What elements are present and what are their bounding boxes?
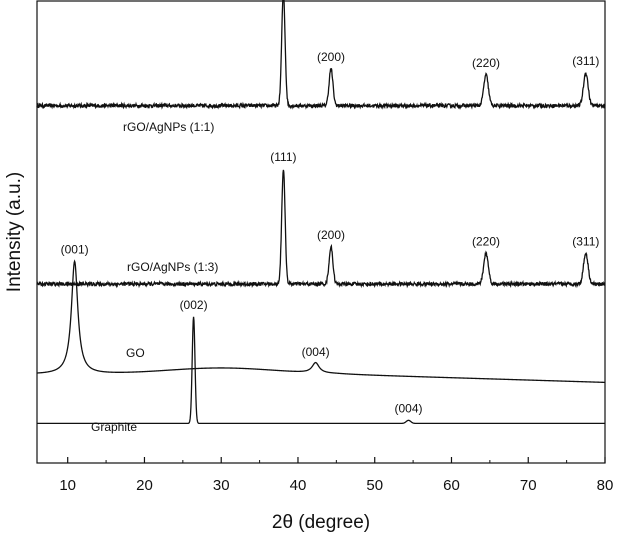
series-name-label: Graphite	[91, 420, 137, 434]
peak-labels: (111)(200)(220)(311)(111)(200)(220)(311)…	[61, 50, 600, 416]
x-tick-label: 80	[597, 477, 614, 494]
peak-label: (311)	[572, 54, 599, 68]
peak-label: (004)	[302, 345, 330, 359]
series-line	[36, 169, 606, 289]
x-tick-label: 30	[213, 477, 230, 494]
peak-label: (004)	[394, 401, 422, 415]
peak-label: (220)	[472, 56, 500, 70]
peak-label: (311)	[572, 234, 599, 248]
series-name-label: GO	[126, 346, 145, 360]
plot-frame	[36, 0, 606, 464]
x-tick-label: 40	[290, 477, 307, 494]
x-axis-title: 2θ (degree)	[272, 512, 370, 533]
peak-label: (111)	[270, 150, 296, 164]
series-labels: rGO/AgNPs (1:1) rGO/AgNPs (1:3) GO Graphite	[91, 120, 218, 434]
x-tick-label: 50	[366, 477, 383, 494]
x-tick-label: 10	[59, 477, 76, 494]
plot-traces	[36, 0, 606, 425]
peak-label: (001)	[61, 242, 89, 256]
peak-label: (002)	[180, 298, 208, 312]
peak-label: (200)	[317, 50, 345, 64]
series-line	[36, 0, 606, 110]
series-line	[37, 316, 605, 425]
x-tick-label: 20	[136, 477, 153, 494]
y-axis-title: Intensity (a.u.)	[4, 172, 25, 292]
peak-label: (220)	[472, 234, 500, 248]
series-name-label: rGO/AgNPs (1:1)	[123, 120, 214, 134]
x-tick-label: 60	[443, 477, 460, 494]
peak-label: (200)	[317, 228, 345, 242]
x-axis-ticks: 10 20 30 40 50 60 70 80	[59, 457, 613, 494]
series-name-label: rGO/AgNPs (1:3)	[127, 260, 218, 274]
x-tick-label: 70	[520, 477, 537, 494]
series-line	[36, 259, 606, 384]
